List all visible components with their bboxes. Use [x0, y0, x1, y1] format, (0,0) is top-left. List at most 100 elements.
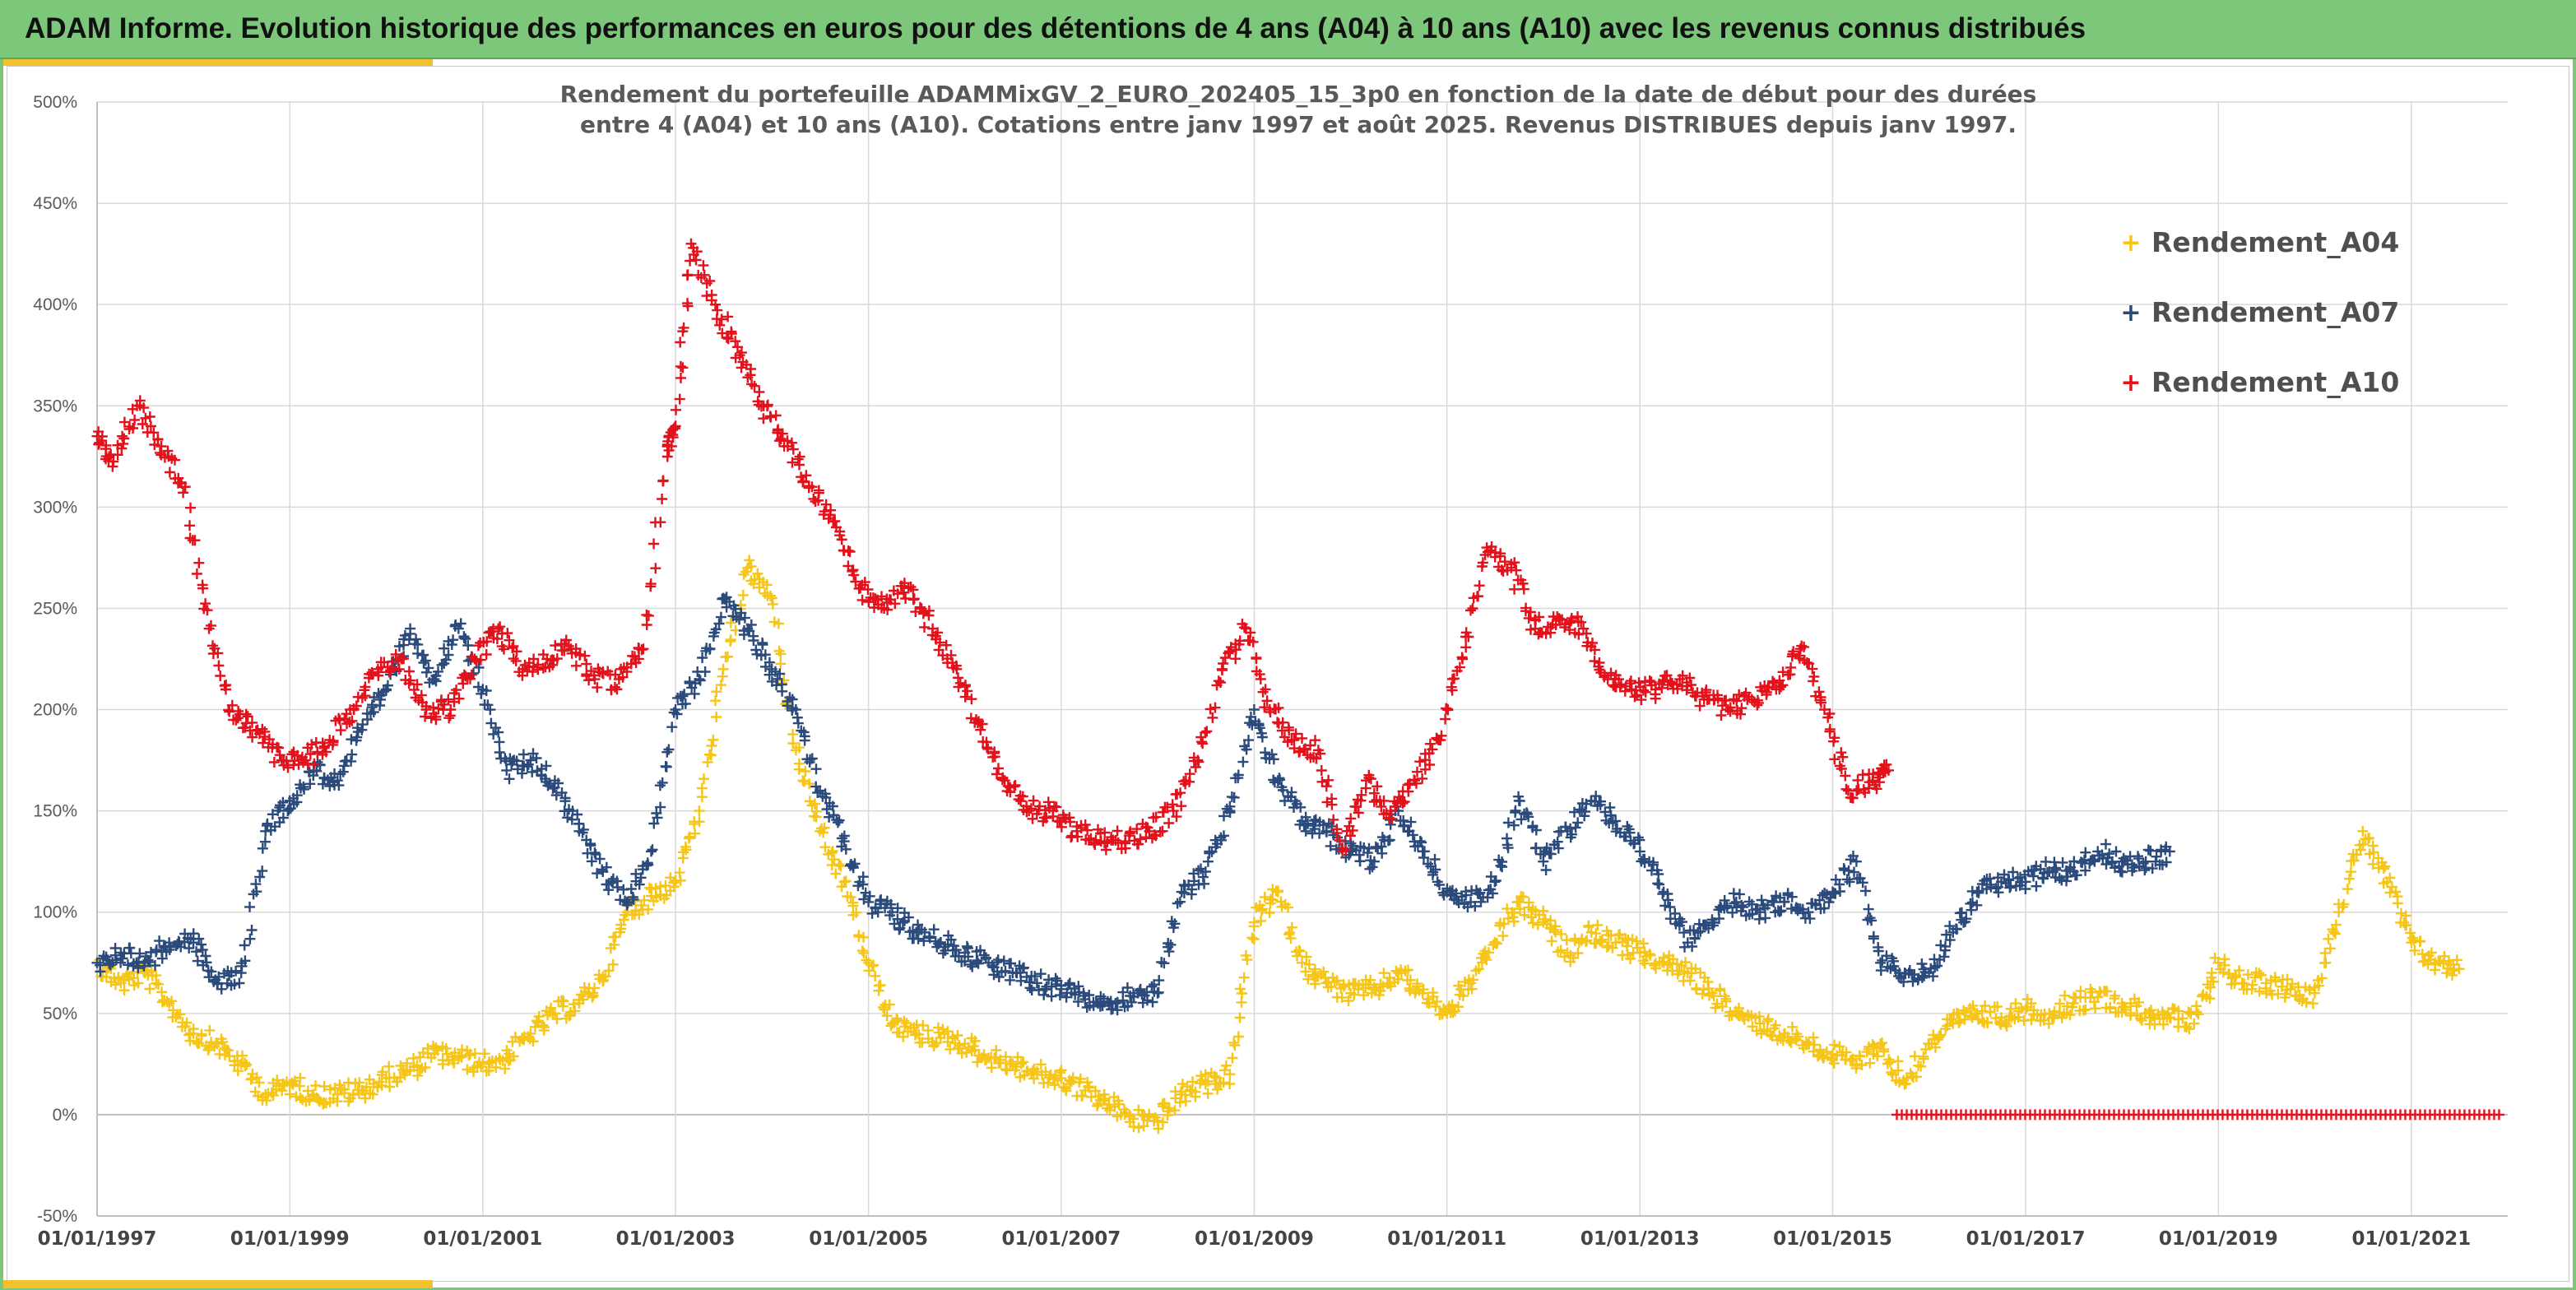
point-rendement-a10 [1397, 797, 1409, 809]
point-rendement-a04 [193, 1037, 205, 1049]
point-rendement-a10 [828, 516, 839, 527]
point-rendement-a07 [953, 950, 964, 962]
point-rendement-a04 [1631, 935, 1642, 947]
point-rendement-a10 [966, 694, 977, 705]
point-rendement-a04 [1224, 1069, 1236, 1080]
point-rendement-a04 [1900, 1078, 1911, 1089]
point-rendement-a04 [203, 1042, 215, 1054]
point-rendement-a07 [1490, 875, 1502, 886]
point-rendement-a10 [1259, 702, 1270, 713]
point-rendement-a04 [643, 903, 654, 915]
point-rendement-a07 [1172, 898, 1183, 909]
point-rendement-a07 [1418, 846, 1430, 857]
point-rendement-a10 [335, 725, 346, 736]
point-rendement-a04 [1971, 1008, 1983, 1019]
point-rendement-a10 [1499, 556, 1511, 568]
point-rendement-a04 [1840, 1046, 1852, 1058]
point-rendement-a10 [1566, 613, 1577, 624]
point-rendement-a07 [1779, 896, 1790, 907]
point-rendement-a10 [859, 577, 870, 588]
point-rendement-a10 [1736, 703, 1748, 714]
point-rendement-a10 [481, 636, 493, 647]
point-rendement-a07 [1545, 848, 1557, 860]
point-rendement-a10 [722, 311, 734, 322]
point-rendement-a10 [1661, 670, 1673, 681]
point-rendement-a07 [1029, 971, 1041, 982]
point-rendement-a10 [993, 763, 1004, 774]
point-rendement-a10 [1801, 657, 1812, 668]
point-rendement-a04 [1625, 953, 1636, 964]
point-rendement-a10 [1650, 693, 1661, 704]
point-rendement-a07 [612, 882, 624, 893]
point-rendement-a04 [1492, 938, 1503, 949]
point-rendement-a10 [1808, 675, 1819, 687]
point-rendement-a04 [1864, 1057, 1876, 1069]
point-rendement-a07 [1695, 926, 1706, 937]
point-rendement-a07 [2118, 852, 2129, 864]
point-rendement-a04 [1814, 1044, 1826, 1056]
point-rendement-a07 [764, 669, 775, 680]
point-rendement-a04 [1645, 949, 1656, 961]
point-rendement-a10 [951, 663, 963, 675]
point-rendement-a07 [468, 667, 479, 679]
point-rendement-a04 [1639, 958, 1650, 969]
point-rendement-a07 [772, 673, 783, 684]
point-rendement-a04 [827, 846, 838, 856]
point-rendement-a04 [1662, 959, 1673, 971]
point-rendement-a10 [346, 715, 358, 726]
point-rendement-a10 [1135, 833, 1146, 845]
point-rendement-a10 [420, 711, 431, 722]
point-rendement-a07 [1243, 735, 1254, 746]
point-rendement-a10 [675, 360, 686, 372]
point-rendement-a10 [770, 410, 782, 421]
point-rendement-a04 [1720, 993, 1732, 1005]
point-rendement-a10 [732, 341, 743, 353]
point-rendement-a10 [1638, 684, 1649, 696]
point-rendement-a10 [274, 749, 285, 761]
point-rendement-a07 [728, 600, 740, 611]
point-rendement-a04 [705, 749, 717, 761]
point-rendement-a04 [1567, 952, 1579, 963]
point-rendement-a04 [1878, 1046, 1890, 1057]
point-rendement-a04 [1404, 974, 1416, 986]
point-rendement-a10 [318, 740, 330, 752]
point-rendement-a04 [1174, 1097, 1186, 1108]
point-rendement-a10 [870, 593, 881, 605]
point-rendement-a04 [1546, 935, 1557, 947]
point-rendement-a07 [972, 958, 984, 969]
point-rendement-a10 [1403, 786, 1414, 797]
point-rendement-a04 [2105, 1003, 2116, 1014]
point-rendement-a04 [377, 1066, 388, 1078]
point-rendement-a04 [1980, 1000, 1991, 1011]
point-rendement-a10 [657, 475, 669, 486]
point-rendement-a04 [196, 1028, 207, 1040]
point-rendement-a04 [179, 1021, 191, 1032]
point-rendement-a07 [1898, 976, 1910, 987]
point-rendement-a07 [1117, 986, 1129, 998]
point-rendement-a07 [680, 698, 691, 709]
point-rendement-a07 [206, 966, 217, 977]
point-rendement-a04 [2146, 1012, 2157, 1023]
point-rendement-a07 [1580, 806, 1591, 818]
point-rendement-a07 [2133, 851, 2143, 862]
point-rendement-a10 [982, 743, 994, 754]
point-rendement-a10 [1424, 759, 1436, 770]
point-rendement-a04 [767, 598, 778, 610]
point-rendement-a10 [677, 326, 689, 337]
point-rendement-a04 [1238, 972, 1250, 983]
point-rendement-a04 [251, 1072, 262, 1084]
point-rendement-a07 [482, 699, 494, 711]
point-rendement-a07 [713, 618, 725, 629]
point-rendement-a04 [881, 1010, 893, 1022]
point-rendement-a07 [1508, 819, 1520, 831]
point-rendement-a10 [273, 742, 284, 754]
point-rendement-a07 [928, 924, 940, 935]
point-rendement-a04 [1886, 1067, 1897, 1078]
point-rendement-a04 [2043, 1018, 2054, 1029]
point-rendement-a04 [2253, 968, 2265, 979]
point-rendement-a07 [1024, 982, 1036, 994]
point-rendement-a04 [677, 852, 689, 864]
point-rendement-a04 [440, 1042, 452, 1054]
point-rendement-a04 [793, 763, 805, 775]
point-rendement-a04 [1527, 917, 1539, 929]
